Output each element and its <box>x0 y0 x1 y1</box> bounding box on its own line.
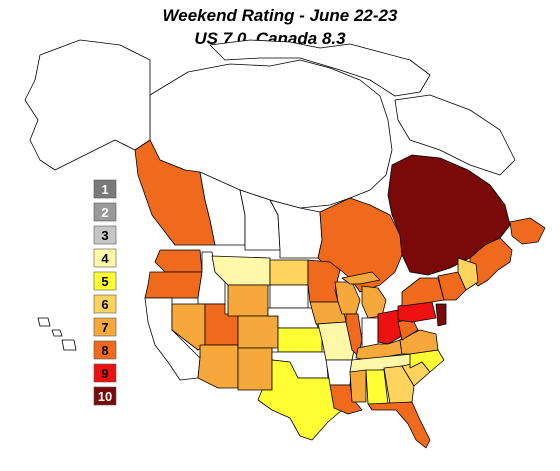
region-alabama <box>365 369 389 405</box>
region-minnesota <box>307 259 341 303</box>
region-new-england <box>437 271 467 301</box>
region-kansas <box>277 327 323 353</box>
legend-label-2: 2 <box>101 205 108 220</box>
region-colorado <box>237 315 279 349</box>
region-south-dakota <box>269 284 309 309</box>
region-north-dakota <box>269 259 309 286</box>
region-wyoming <box>227 284 269 317</box>
map-title: Weekend Rating - June 22-23 <box>162 6 398 25</box>
legend-swatch-6 <box>93 294 117 314</box>
legend-label-3: 3 <box>101 228 108 243</box>
legend-label-1: 1 <box>101 182 108 197</box>
region-michigan-upper <box>341 271 381 285</box>
region-hawaii <box>37 317 51 327</box>
legend-swatch-5 <box>93 271 117 291</box>
legend-swatch-4 <box>93 248 117 268</box>
region-hawaii-3 <box>61 339 77 351</box>
legend-swatch-1 <box>93 179 117 199</box>
legend-label-5: 5 <box>101 274 108 289</box>
region-maine <box>457 257 479 291</box>
region-mississippi <box>349 369 367 403</box>
legend-swatch-8 <box>93 340 117 360</box>
region-hawaii-2 <box>51 329 63 337</box>
region-newfoundland <box>509 217 546 245</box>
region-washington <box>154 249 203 273</box>
region-oregon <box>144 271 203 299</box>
region-georgia <box>383 365 415 405</box>
legend-swatch-2 <box>93 202 117 222</box>
legend-label-4: 4 <box>101 251 109 266</box>
legend-label-10: 10 <box>98 389 112 404</box>
region-arizona <box>197 344 239 389</box>
region-new-york <box>401 277 445 307</box>
region-ohio <box>377 309 403 345</box>
rating-legend: 1 2 3 4 5 6 7 8 9 10 <box>93 179 117 406</box>
legend-label-8: 8 <box>101 343 108 358</box>
region-texas <box>257 359 343 441</box>
legend-label-9: 9 <box>101 366 108 381</box>
legend-swatch-3 <box>93 225 117 245</box>
region-alaska <box>24 39 151 171</box>
region-new-jersey <box>435 303 447 327</box>
legend-swatch-9 <box>93 363 117 383</box>
legend-label-7: 7 <box>101 320 108 335</box>
region-louisiana <box>329 384 363 415</box>
region-virginia <box>399 329 439 355</box>
legend-label-6: 6 <box>101 297 108 312</box>
legend-swatch-7 <box>93 317 117 337</box>
region-new-mexico <box>237 347 273 391</box>
region-florida <box>367 401 431 449</box>
region-ontario <box>317 197 403 293</box>
region-arctic-islands-east <box>394 94 516 176</box>
legend-swatch-10 <box>93 386 117 406</box>
region-arctic-islands <box>209 39 431 97</box>
region-arkansas <box>325 359 353 386</box>
